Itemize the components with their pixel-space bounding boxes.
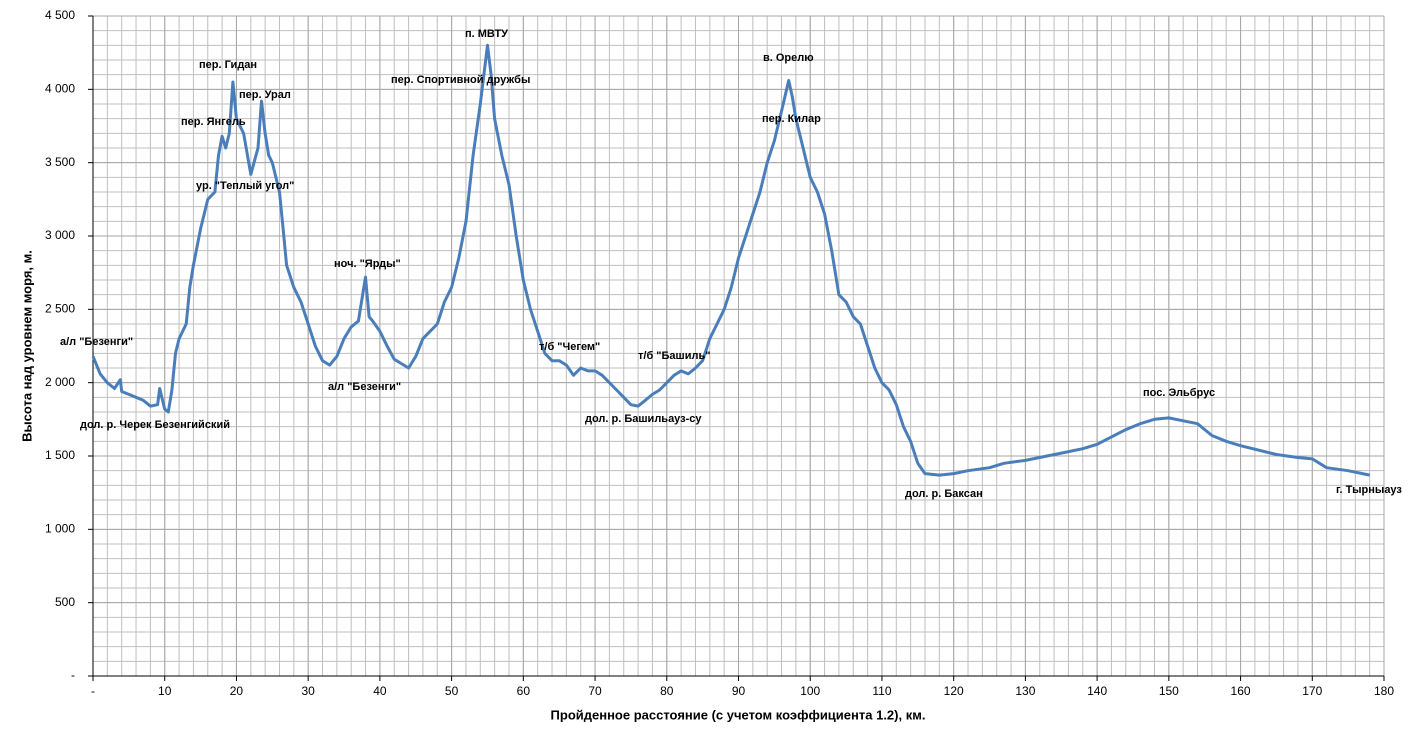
x-tick-label: 10 xyxy=(158,684,172,698)
x-tick-label: 20 xyxy=(230,684,244,698)
x-axis-title: Пройденное расстояние (с учетом коэффици… xyxy=(551,707,926,722)
x-tick-label: 160 xyxy=(1231,684,1251,698)
x-tick-label: 150 xyxy=(1159,684,1179,698)
annotation: дол. р. Черек Безенгийский xyxy=(80,419,230,431)
x-tick-label: 140 xyxy=(1087,684,1107,698)
annotation: г. Тырныауз xyxy=(1336,484,1402,496)
y-tick-label: 500 xyxy=(55,595,75,609)
x-tick-label: 50 xyxy=(445,684,459,698)
x-tick-label: 60 xyxy=(517,684,531,698)
y-tick-label: 4 500 xyxy=(45,8,75,22)
x-tick-label: 170 xyxy=(1302,684,1322,698)
annotation: п. МВТУ xyxy=(465,28,508,40)
annotation: ноч. "Ярды" xyxy=(334,258,401,270)
annotation: ур. "Теплый угол" xyxy=(196,180,294,192)
annotation: дол. р. Башильауз-су xyxy=(585,413,702,425)
y-tick-label: 3 500 xyxy=(45,155,75,169)
x-tick-label: 90 xyxy=(732,684,746,698)
y-tick-label: 1 000 xyxy=(45,522,75,536)
y-tick-label: 4 000 xyxy=(45,82,75,96)
annotation: а/л "Безенги" xyxy=(328,381,401,393)
y-tick-label: 1 500 xyxy=(45,448,75,462)
x-tick-label: 130 xyxy=(1015,684,1035,698)
x-tick-label: 180 xyxy=(1374,684,1394,698)
annotation: в. Орелю xyxy=(763,52,814,64)
annotation: т/б "Башиль" xyxy=(638,350,710,362)
annotation: пер. Спортивной дружбы xyxy=(391,74,530,86)
y-tick-label: 2 000 xyxy=(45,375,75,389)
y-tick-label: - xyxy=(71,668,75,682)
annotation: пер. Гидан xyxy=(199,59,257,71)
annotation: пер. Килар xyxy=(762,113,821,125)
x-tick-label: 70 xyxy=(588,684,602,698)
annotation: а/л "Безенги" xyxy=(60,336,133,348)
x-tick-label: 100 xyxy=(800,684,820,698)
x-tick-label: - xyxy=(91,684,95,698)
y-tick-label: 2 500 xyxy=(45,302,75,316)
annotation: т/б "Чегем" xyxy=(539,341,600,353)
y-tick-label: 3 000 xyxy=(45,228,75,242)
annotation: дол. р. Баксан xyxy=(905,488,983,500)
y-axis-title: Высота над уровнем моря, м. xyxy=(19,250,34,442)
x-tick-label: 40 xyxy=(373,684,387,698)
elevation-line xyxy=(91,43,1370,477)
x-tick-label: 110 xyxy=(872,684,891,698)
x-tick-label: 80 xyxy=(660,684,674,698)
x-tick-label: 120 xyxy=(944,684,964,698)
x-tick-label: 30 xyxy=(301,684,315,698)
annotation: пер. Янгель xyxy=(181,116,246,128)
annotation: пер. Урал xyxy=(239,89,291,101)
annotation: пос. Эльбрус xyxy=(1143,387,1215,399)
